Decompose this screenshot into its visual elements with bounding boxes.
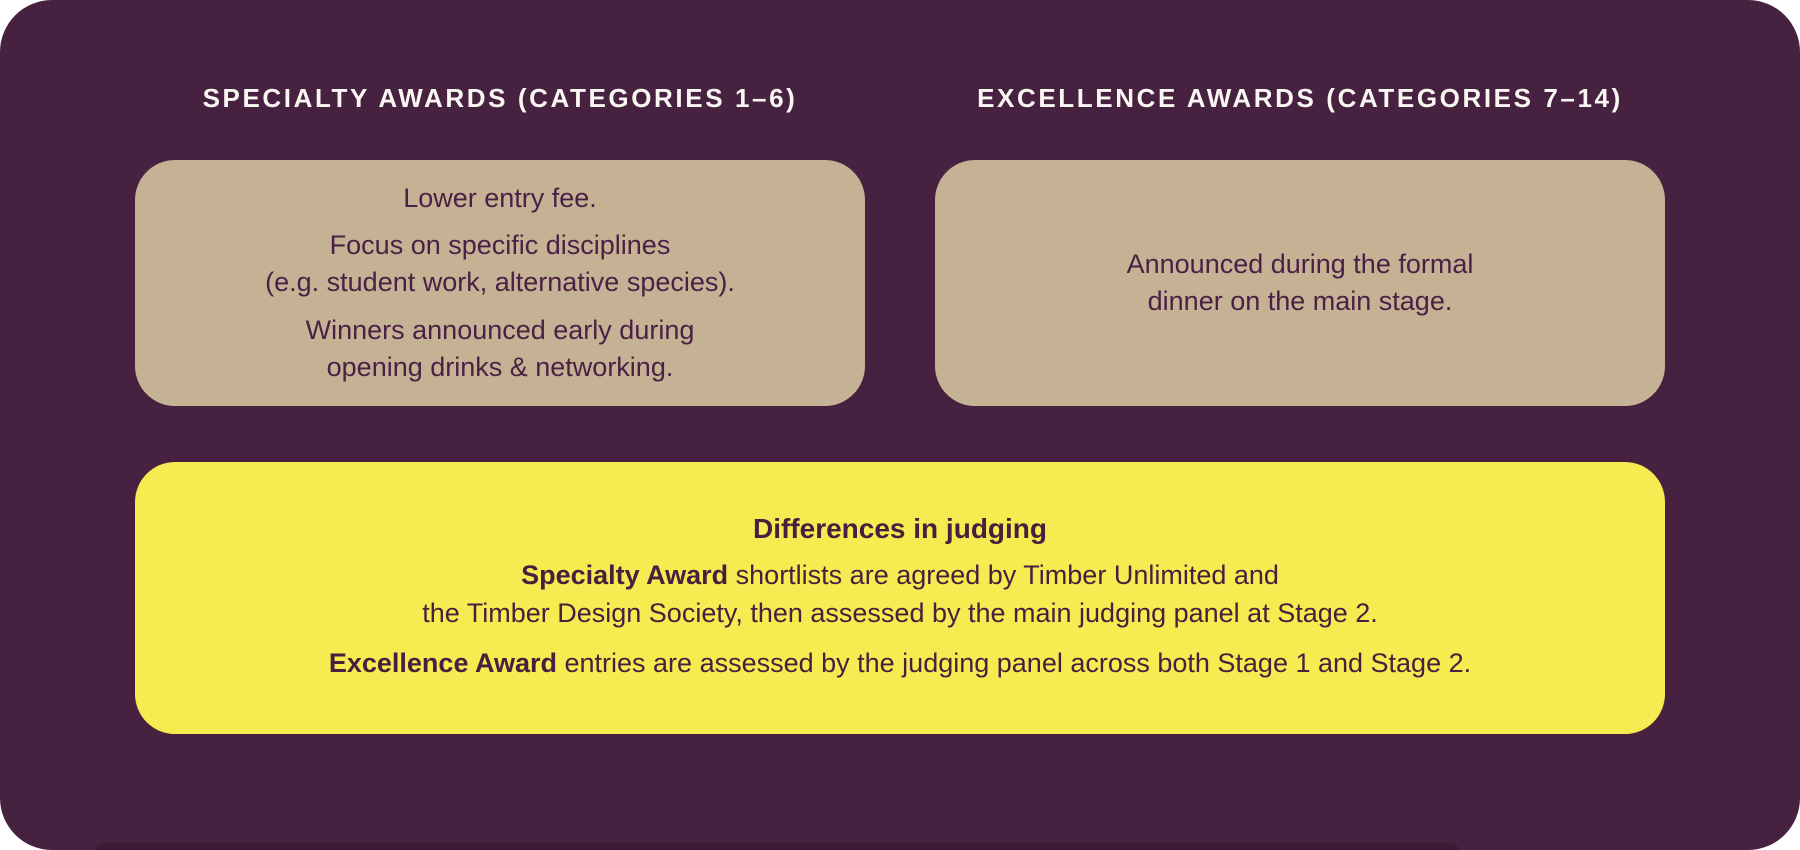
specialty-box-paragraph: Lower entry fee. — [403, 182, 597, 213]
judging-item-excellence-rest: entries are assessed by the judging pane… — [557, 647, 1472, 678]
excellence-awards-box: Announced during the formal dinner on th… — [935, 160, 1665, 406]
judging-box-title: Differences in judging — [752, 513, 1048, 545]
judging-item-excellence-lead: Excellence Award — [328, 647, 557, 678]
excellence-awards-heading: EXCELLENCE AWARDS (CATEGORIES 7–14) — [977, 83, 1623, 113]
specialty-box-paragraph: Winners announced early during opening d… — [305, 314, 695, 382]
judging-item-specialty: Specialty Award shortlists are agreed by… — [422, 557, 1378, 633]
judging-item-specialty-rest: shortlists are agreed by Timber Unlimite… — [422, 560, 1378, 629]
specialty-box-paragraph: Focus on specific disciplines (e.g. stud… — [265, 230, 735, 298]
judging-item-specialty-lead: Specialty Award — [521, 560, 729, 591]
judging-item-excellence: Excellence Award entries are assessed by… — [329, 645, 1471, 683]
specialty-awards-box: Lower entry fee. Focus on specific disci… — [135, 160, 865, 406]
excellence-box-paragraph: Announced during the formal dinner on th… — [1126, 248, 1474, 316]
differences-in-judging-box: Differences in judging Specialty Award s… — [135, 462, 1665, 734]
specialty-awards-heading: SPECIALTY AWARDS (CATEGORIES 1–6) — [202, 83, 798, 113]
next-card-peek — [95, 843, 1460, 850]
